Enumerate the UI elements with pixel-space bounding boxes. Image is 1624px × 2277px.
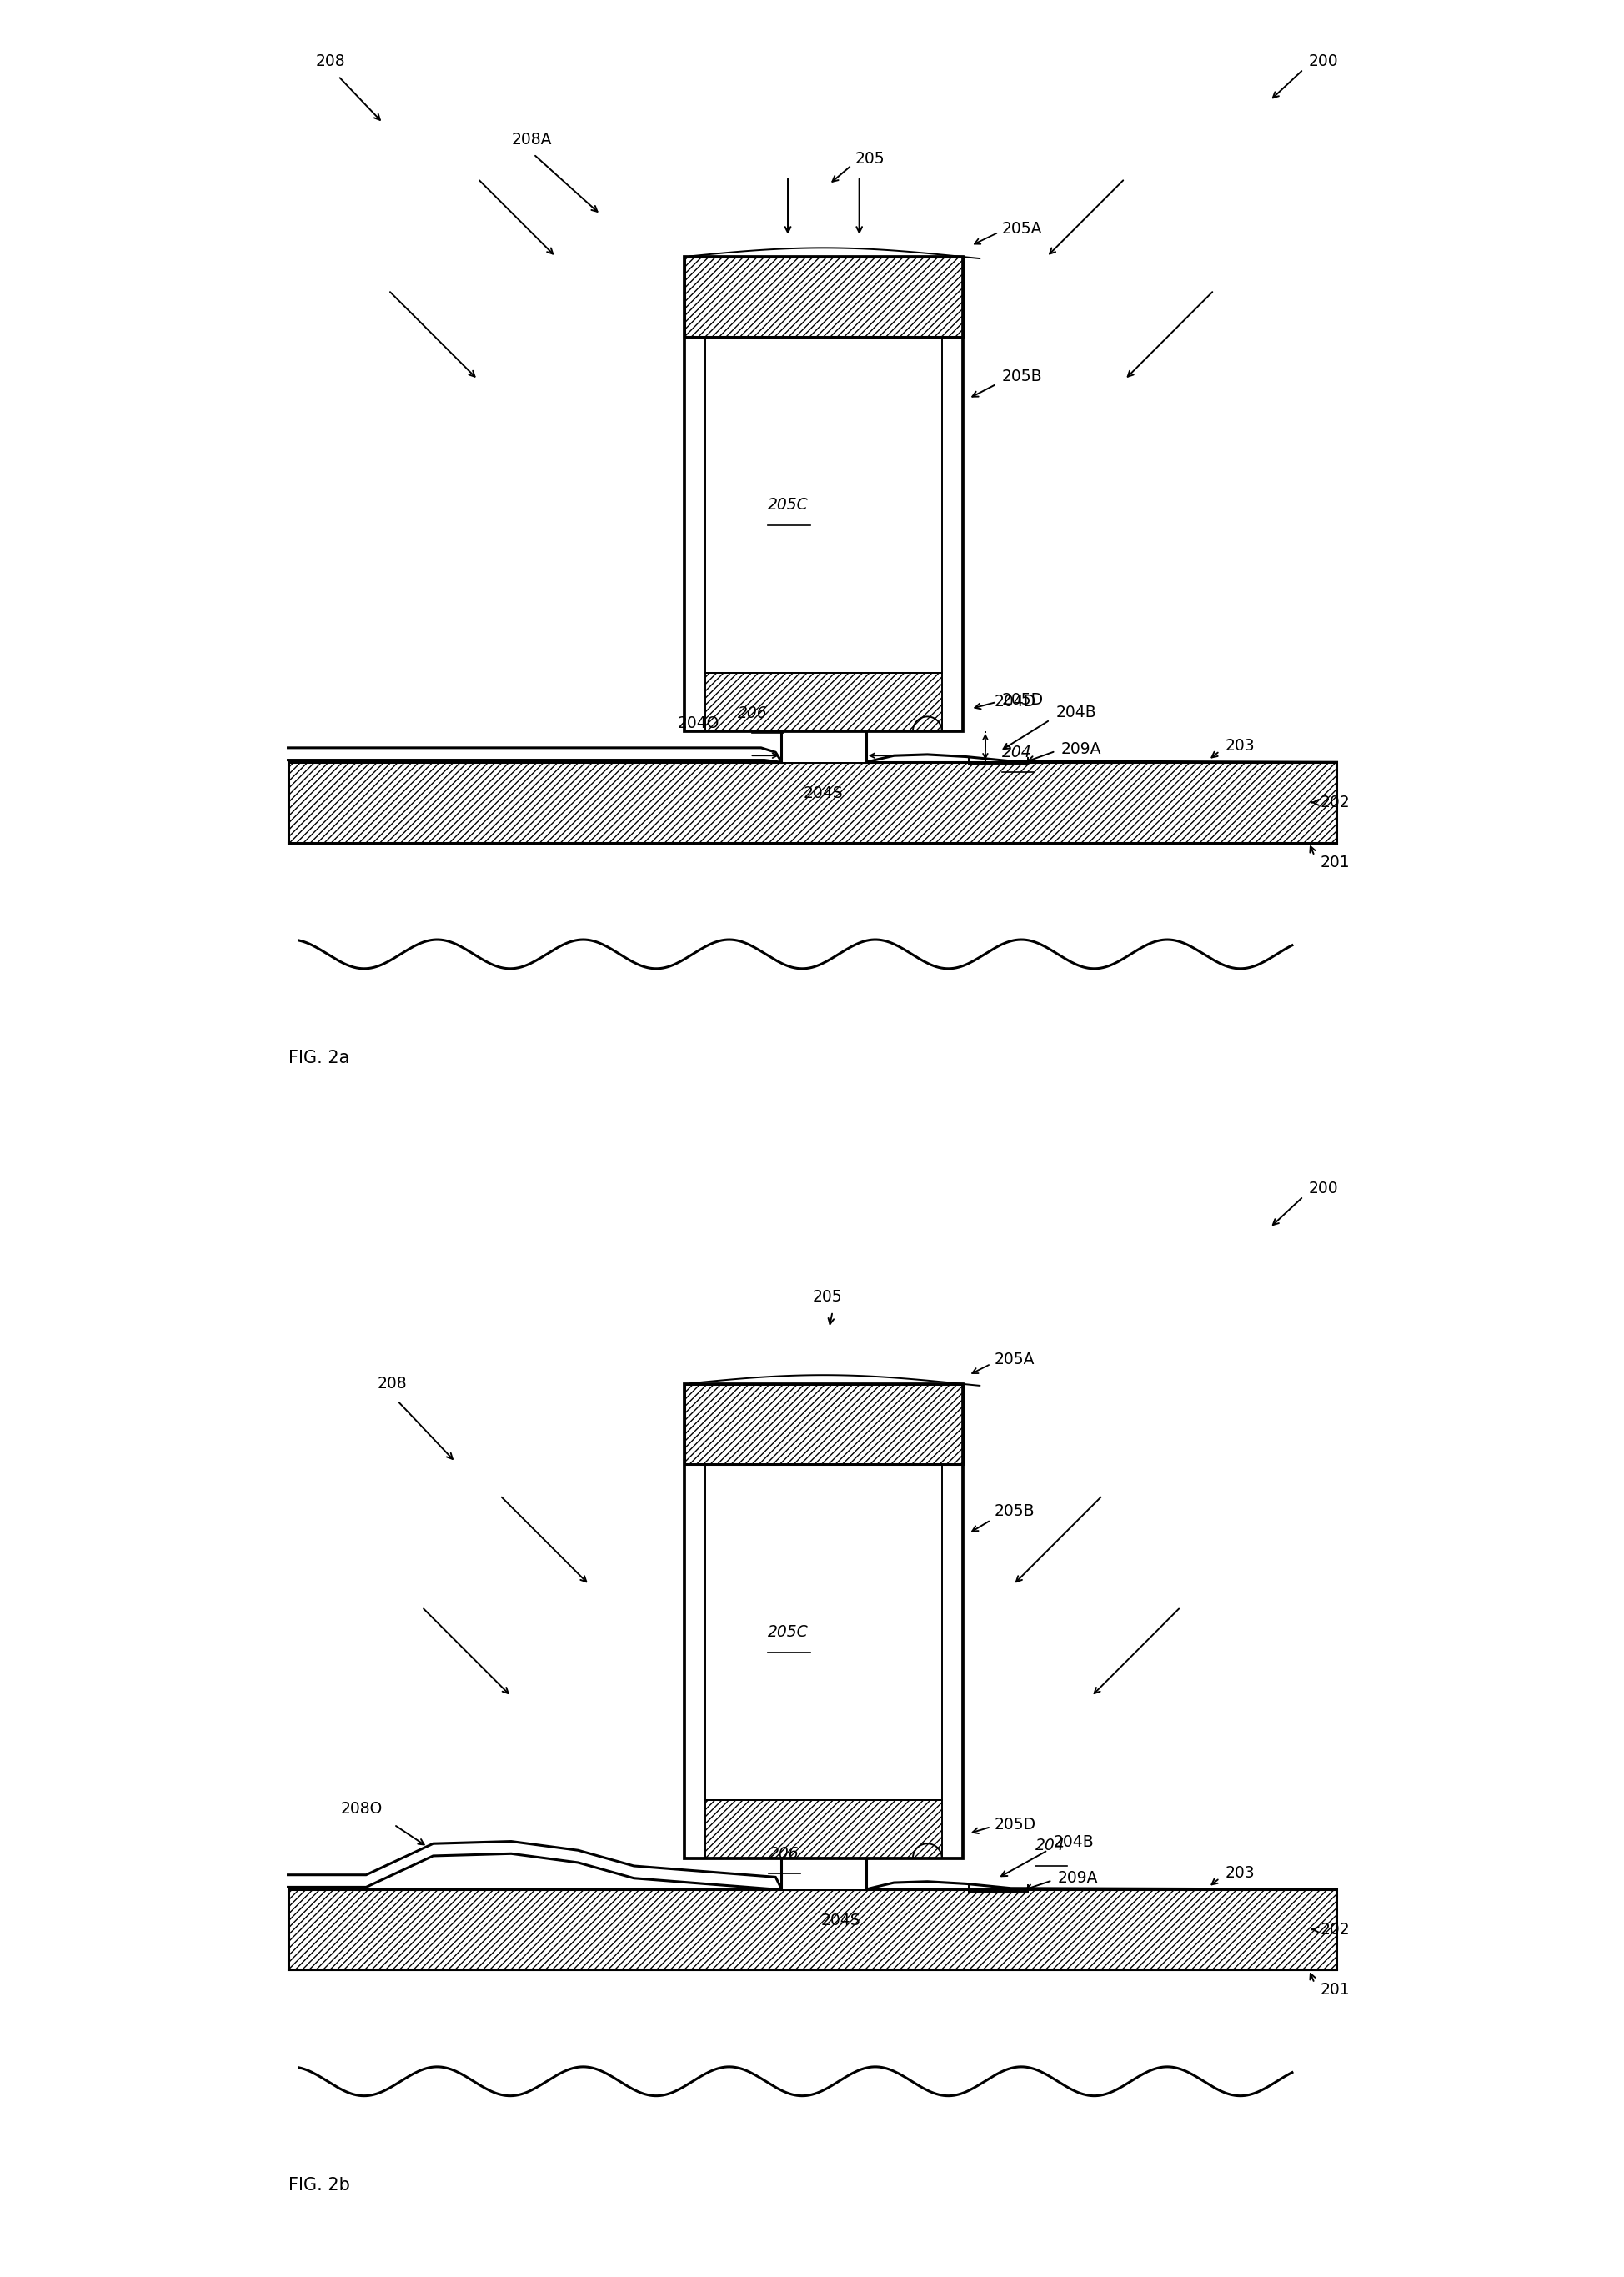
- Bar: [287, 763, 1337, 842]
- Text: 203: 203: [1224, 1865, 1254, 1881]
- Bar: [781, 1858, 866, 1890]
- Bar: [684, 1384, 963, 1464]
- Bar: [705, 1464, 942, 1801]
- Bar: [705, 337, 942, 674]
- Text: 205: 205: [812, 1289, 841, 1305]
- Text: 208: 208: [377, 1375, 408, 1391]
- Text: 204B: 204B: [1052, 1835, 1093, 1851]
- Bar: [705, 337, 942, 674]
- Text: 202: 202: [1319, 1922, 1350, 1938]
- Bar: [705, 674, 942, 731]
- Bar: [287, 1890, 1337, 1970]
- Text: 200: 200: [1309, 55, 1338, 71]
- Text: 208A: 208A: [512, 132, 552, 148]
- Text: 205C: 205C: [768, 1624, 809, 1639]
- Text: 205D: 205D: [994, 1817, 1036, 1833]
- Text: 204D: 204D: [994, 694, 1036, 710]
- Text: 202: 202: [1319, 795, 1350, 811]
- Bar: [684, 1384, 963, 1464]
- Bar: [684, 257, 963, 731]
- Text: 205: 205: [854, 150, 883, 166]
- Bar: [705, 1801, 942, 1858]
- Bar: [287, 1890, 1337, 1970]
- Text: FIG. 2b: FIG. 2b: [287, 2177, 349, 2193]
- Text: 204S: 204S: [820, 1913, 859, 1929]
- Text: 205B: 205B: [994, 1503, 1034, 1519]
- Text: 201: 201: [1319, 1981, 1350, 1997]
- Text: 204O: 204O: [677, 715, 719, 731]
- Text: 209A: 209A: [1060, 740, 1101, 756]
- Bar: [705, 1801, 942, 1858]
- Text: FIG. 2a: FIG. 2a: [287, 1050, 349, 1066]
- Bar: [684, 257, 963, 337]
- Text: 208: 208: [315, 55, 346, 71]
- Text: 206: 206: [770, 1847, 799, 1863]
- Text: 204: 204: [1034, 1838, 1065, 1853]
- Bar: [684, 257, 963, 731]
- Bar: [705, 674, 942, 731]
- Text: 203: 203: [1224, 738, 1254, 754]
- Bar: [684, 257, 963, 337]
- Bar: [684, 1384, 963, 1464]
- Bar: [705, 1801, 942, 1858]
- Bar: [684, 1384, 963, 1858]
- Text: 205A: 205A: [994, 1353, 1034, 1366]
- Bar: [684, 1384, 963, 1858]
- Text: 205A: 205A: [1002, 221, 1043, 237]
- Text: 201: 201: [1319, 854, 1350, 870]
- Bar: [705, 1464, 942, 1801]
- Text: 205D: 205D: [1002, 692, 1043, 708]
- Bar: [705, 674, 942, 731]
- Text: 204: 204: [1002, 745, 1031, 761]
- Text: 200: 200: [1309, 1182, 1338, 1198]
- Text: 204S: 204S: [804, 786, 843, 802]
- Text: 204B: 204B: [1056, 704, 1096, 720]
- Text: 208O: 208O: [341, 1801, 383, 1817]
- Bar: [287, 763, 1337, 842]
- Text: 206: 206: [737, 706, 768, 722]
- Text: 205C: 205C: [768, 496, 809, 512]
- Bar: [684, 257, 963, 337]
- Text: 205B: 205B: [1002, 369, 1043, 385]
- Bar: [781, 731, 866, 763]
- Text: 209A: 209A: [1057, 1869, 1098, 1885]
